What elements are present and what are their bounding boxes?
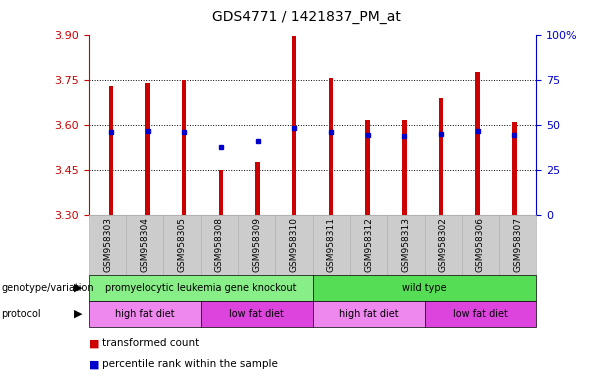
Bar bbox=[512, 122, 517, 215]
Text: GSM958306: GSM958306 bbox=[476, 217, 485, 272]
Bar bbox=[365, 120, 370, 215]
Text: GSM958304: GSM958304 bbox=[140, 217, 150, 272]
Text: genotype/variation: genotype/variation bbox=[1, 283, 94, 293]
Text: high fat diet: high fat diet bbox=[115, 309, 175, 319]
Bar bbox=[402, 120, 406, 215]
Text: GSM958305: GSM958305 bbox=[178, 217, 186, 272]
Text: ▶: ▶ bbox=[74, 283, 83, 293]
Bar bbox=[145, 83, 150, 215]
Text: protocol: protocol bbox=[1, 309, 41, 319]
Text: GSM958307: GSM958307 bbox=[513, 217, 522, 272]
Text: GSM958313: GSM958313 bbox=[402, 217, 410, 272]
Text: high fat diet: high fat diet bbox=[339, 309, 398, 319]
Text: ■: ■ bbox=[89, 338, 99, 348]
Text: GSM958309: GSM958309 bbox=[252, 217, 261, 272]
Bar bbox=[439, 98, 443, 215]
Text: GSM958310: GSM958310 bbox=[289, 217, 299, 272]
Text: GSM958303: GSM958303 bbox=[103, 217, 112, 272]
Text: GSM958311: GSM958311 bbox=[327, 217, 336, 272]
Text: GSM958312: GSM958312 bbox=[364, 217, 373, 272]
Text: percentile rank within the sample: percentile rank within the sample bbox=[102, 359, 278, 369]
Bar bbox=[476, 72, 480, 215]
Text: ■: ■ bbox=[89, 359, 99, 369]
Bar bbox=[109, 86, 113, 215]
Bar bbox=[292, 36, 297, 215]
Bar bbox=[182, 79, 186, 215]
Text: GSM958302: GSM958302 bbox=[439, 217, 447, 272]
Text: low fat diet: low fat diet bbox=[229, 309, 284, 319]
Text: GDS4771 / 1421837_PM_at: GDS4771 / 1421837_PM_at bbox=[212, 10, 401, 23]
Bar bbox=[329, 78, 333, 215]
Text: transformed count: transformed count bbox=[102, 338, 200, 348]
Text: promyelocytic leukemia gene knockout: promyelocytic leukemia gene knockout bbox=[105, 283, 297, 293]
Text: wild type: wild type bbox=[402, 283, 447, 293]
Text: low fat diet: low fat diet bbox=[453, 309, 508, 319]
Text: GSM958308: GSM958308 bbox=[215, 217, 224, 272]
Bar bbox=[219, 170, 223, 215]
Bar bbox=[256, 162, 260, 215]
Text: ▶: ▶ bbox=[74, 309, 83, 319]
